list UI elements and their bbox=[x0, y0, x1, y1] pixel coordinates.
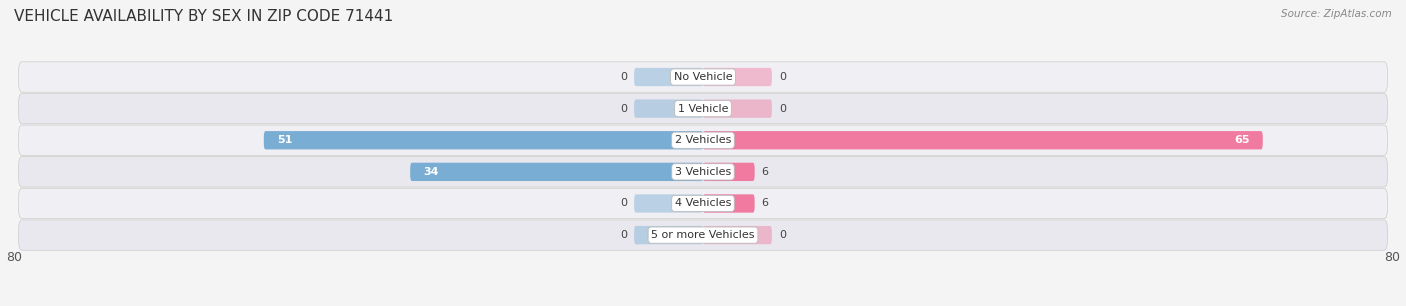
Text: 80: 80 bbox=[6, 251, 22, 264]
FancyBboxPatch shape bbox=[18, 220, 1388, 250]
Text: 2 Vehicles: 2 Vehicles bbox=[675, 135, 731, 145]
Text: 0: 0 bbox=[620, 72, 627, 82]
FancyBboxPatch shape bbox=[634, 68, 703, 86]
Text: 0: 0 bbox=[620, 199, 627, 208]
FancyBboxPatch shape bbox=[703, 68, 772, 86]
Text: VEHICLE AVAILABILITY BY SEX IN ZIP CODE 71441: VEHICLE AVAILABILITY BY SEX IN ZIP CODE … bbox=[14, 9, 394, 24]
Text: 1 Vehicle: 1 Vehicle bbox=[678, 104, 728, 114]
FancyBboxPatch shape bbox=[703, 163, 755, 181]
FancyBboxPatch shape bbox=[18, 62, 1388, 92]
Text: 0: 0 bbox=[779, 72, 786, 82]
FancyBboxPatch shape bbox=[18, 125, 1388, 155]
FancyBboxPatch shape bbox=[18, 93, 1388, 124]
FancyBboxPatch shape bbox=[411, 163, 703, 181]
FancyBboxPatch shape bbox=[634, 194, 703, 213]
FancyBboxPatch shape bbox=[703, 226, 772, 244]
Text: Source: ZipAtlas.com: Source: ZipAtlas.com bbox=[1281, 9, 1392, 19]
Text: 34: 34 bbox=[423, 167, 439, 177]
Text: 4 Vehicles: 4 Vehicles bbox=[675, 199, 731, 208]
Text: 5 or more Vehicles: 5 or more Vehicles bbox=[651, 230, 755, 240]
FancyBboxPatch shape bbox=[703, 194, 755, 213]
Text: 3 Vehicles: 3 Vehicles bbox=[675, 167, 731, 177]
Text: 65: 65 bbox=[1234, 135, 1250, 145]
Legend: Male, Female: Male, Female bbox=[634, 301, 772, 306]
FancyBboxPatch shape bbox=[703, 131, 1263, 149]
Text: 0: 0 bbox=[620, 104, 627, 114]
FancyBboxPatch shape bbox=[264, 131, 703, 149]
Text: No Vehicle: No Vehicle bbox=[673, 72, 733, 82]
Text: 51: 51 bbox=[277, 135, 292, 145]
Text: 80: 80 bbox=[1384, 251, 1400, 264]
FancyBboxPatch shape bbox=[634, 226, 703, 244]
Text: 0: 0 bbox=[779, 104, 786, 114]
FancyBboxPatch shape bbox=[18, 188, 1388, 219]
Text: 6: 6 bbox=[762, 199, 769, 208]
FancyBboxPatch shape bbox=[703, 99, 772, 118]
FancyBboxPatch shape bbox=[18, 157, 1388, 187]
Text: 6: 6 bbox=[762, 167, 769, 177]
Text: 0: 0 bbox=[779, 230, 786, 240]
FancyBboxPatch shape bbox=[634, 99, 703, 118]
Text: 0: 0 bbox=[620, 230, 627, 240]
